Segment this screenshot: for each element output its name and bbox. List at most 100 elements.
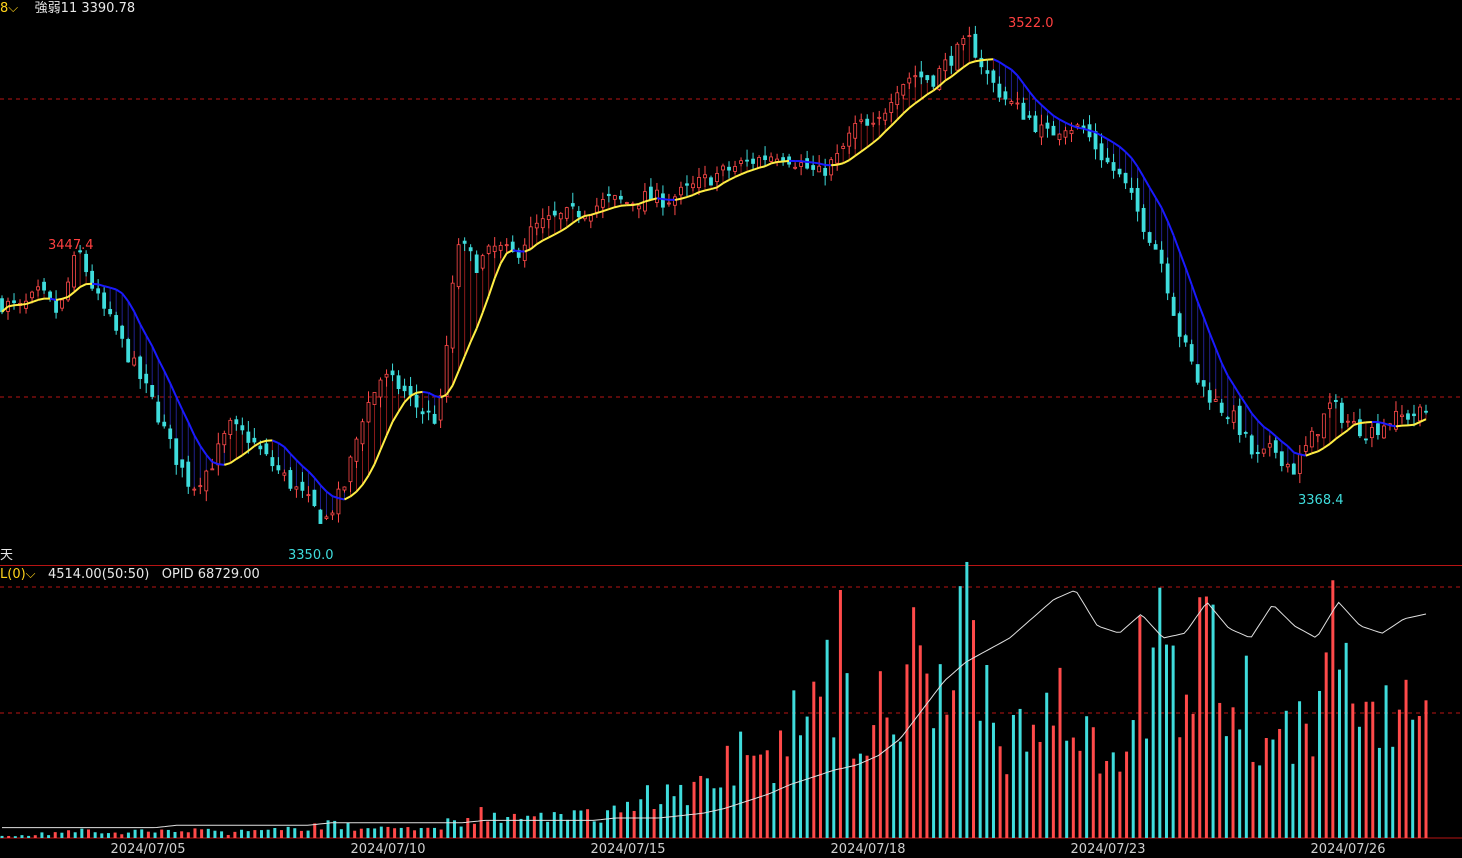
candle-body: [769, 156, 773, 162]
candle-body: [1027, 115, 1032, 118]
volume-bar: [53, 832, 57, 838]
ma-segment: [1281, 440, 1289, 447]
candle-body: [949, 55, 954, 66]
volume-bar: [1404, 679, 1408, 838]
volume-bar: [885, 717, 889, 838]
ma-segment: [1178, 251, 1187, 269]
volume-bar: [73, 832, 77, 838]
ma-segment: [127, 300, 136, 313]
candle-body: [1225, 417, 1230, 420]
candle-body: [1165, 263, 1170, 294]
ma-segment: [969, 60, 976, 65]
period-marker[interactable]: 8: [0, 1, 9, 16]
candle-body: [1345, 420, 1350, 423]
ma-segment: [1244, 403, 1253, 414]
volume-bar: [266, 829, 270, 838]
volume-bar: [213, 830, 217, 838]
volume-header: L(0)⌵ 4514.00(50:50) OPID 68729.00: [0, 567, 260, 582]
candle-body: [1201, 380, 1206, 387]
candle-body: [264, 443, 269, 455]
opid-value: 68729.00: [197, 567, 260, 582]
candle-body: [853, 122, 858, 139]
candle-body: [1376, 423, 1380, 436]
ma-segment: [956, 66, 964, 73]
volume-bar: [805, 716, 809, 838]
volume-bar: [978, 720, 982, 838]
ma-segment: [644, 198, 652, 203]
x-axis-label: 2024/07/18: [830, 842, 906, 857]
volume-bar: [279, 830, 283, 838]
candle-body: [733, 166, 737, 172]
ma-segment: [807, 160, 814, 164]
ma-segment: [632, 202, 640, 207]
ma-segment: [734, 173, 742, 178]
volume-bar: [599, 822, 603, 838]
candle-body: [288, 470, 293, 489]
volume-bar: [506, 817, 510, 838]
volume-bar: [712, 788, 716, 838]
ma-segment: [1113, 141, 1121, 148]
volume-bar: [226, 834, 230, 838]
ma-segment: [397, 401, 406, 413]
volume-bar: [1198, 597, 1202, 838]
candle-body: [1183, 335, 1188, 343]
volume-bar: [632, 810, 636, 838]
ma-segment: [475, 312, 484, 329]
chevron-down-icon[interactable]: ⌵: [25, 567, 36, 582]
volume-bar: [532, 816, 536, 838]
ma-segment: [1287, 445, 1295, 454]
candle-body: [222, 433, 227, 446]
volume-bar: [33, 835, 37, 838]
candle-body: [174, 438, 179, 465]
ma-segment: [1419, 418, 1427, 423]
ma-segment: [1208, 332, 1217, 349]
ma-segment: [247, 445, 255, 452]
ma-segment: [481, 295, 490, 313]
chevron-down-icon[interactable]: ⌵: [8, 1, 19, 16]
candle-body: [108, 309, 113, 315]
volume-bar: [80, 828, 84, 838]
volume-bar: [1164, 644, 1168, 838]
volume-bar: [566, 819, 570, 838]
ma-segment: [325, 490, 334, 498]
ma-segment: [109, 286, 117, 291]
ma-segment: [1269, 430, 1277, 437]
ma-segment: [764, 162, 772, 168]
candle-body: [360, 421, 365, 445]
candle-body: [973, 33, 978, 58]
candle-body: [1123, 172, 1128, 184]
volume-bar: [732, 785, 736, 838]
ma-segment: [319, 484, 328, 493]
ma-segment: [950, 71, 958, 78]
ma-segment: [224, 462, 231, 466]
ma-segment: [367, 463, 376, 477]
volume-bar: [93, 832, 97, 838]
volume-bar: [865, 755, 869, 838]
candle-body: [1069, 130, 1074, 135]
volume-bar: [27, 835, 31, 838]
volume-bar: [20, 835, 24, 838]
volume-indicator-prefix[interactable]: L(0): [0, 567, 26, 582]
candle-body: [432, 413, 437, 424]
ma-segment: [157, 358, 166, 372]
ma-segment: [1335, 433, 1343, 440]
ma-segment: [301, 465, 310, 473]
candle-body: [240, 425, 245, 431]
moving-average-line: [1, 58, 1427, 501]
candle-body: [661, 193, 665, 208]
volume-bar: [1025, 751, 1029, 838]
candle-body: [462, 240, 467, 244]
candle-body: [114, 315, 119, 331]
ma-segment: [1130, 157, 1139, 168]
candle-body: [1261, 448, 1266, 454]
candle-body: [1153, 244, 1158, 250]
candle-body: [204, 470, 209, 492]
candle-body: [1351, 421, 1356, 424]
candle-body: [552, 210, 557, 216]
candle-body: [480, 255, 485, 269]
ma-segment: [92, 282, 99, 286]
volume-bar: [1171, 645, 1175, 838]
candle-body: [420, 411, 425, 415]
volume-bar: [126, 832, 130, 838]
